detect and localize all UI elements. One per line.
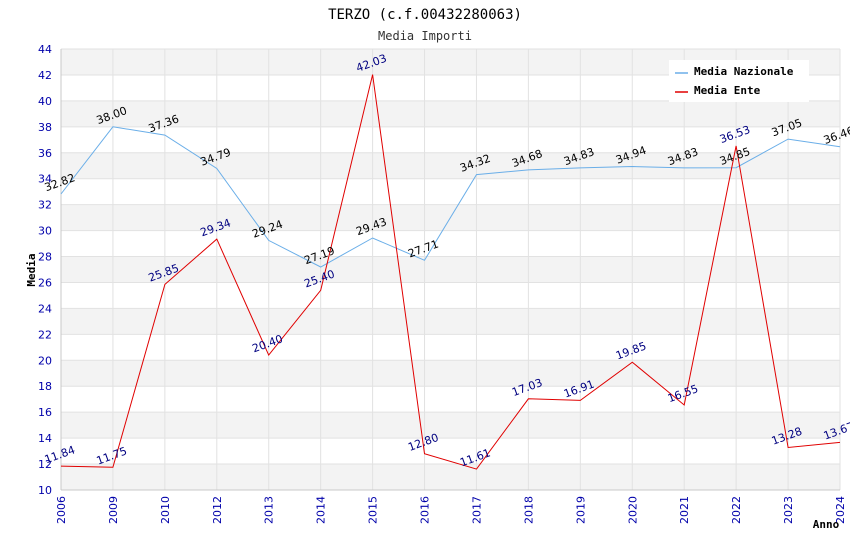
y-axis-ticks: 10 12 14 16 18 20 22 24 26 28 30 32 34 36 38 40 42 44 [38,43,52,497]
y-tick-label: 14 [38,432,52,445]
x-tick-label: 2013 [263,496,276,524]
grid-lines [60,48,841,491]
series-line-ente [60,74,841,470]
y-tick-label: 36 [38,147,52,160]
y-tick-label: 30 [38,225,52,238]
x-tick-label: 2021 [678,496,691,524]
y-tick-label: 34 [38,173,52,186]
y-tick-label: 44 [38,43,52,56]
y-tick-label: 18 [38,380,52,393]
legend-label-nazionale: Media Nazionale [694,65,794,78]
y-tick-label: 12 [38,458,52,471]
data-label-ente: 19.85 [614,339,648,362]
x-axis-label: Anno [813,518,840,531]
y-tick-label: 24 [38,302,52,315]
grid-band [61,360,840,387]
grid-band [61,256,840,283]
data-label-nazionale: 36.46 [822,124,850,147]
grid-band [61,152,840,179]
x-tick-label: 2009 [107,496,120,524]
x-tick-label: 2016 [419,496,432,524]
x-tick-label: 2018 [522,496,535,524]
x-tick-label: 2006 [55,496,68,524]
legend: Media Nazionale Media Ente [669,60,809,102]
series-lines [60,74,841,470]
grid-band [61,308,840,335]
x-tick-label: 2012 [211,496,224,524]
y-tick-label: 20 [38,354,52,367]
grid-band [61,464,840,490]
legend-box [669,60,809,102]
x-tick-label: 2023 [782,496,795,524]
y-tick-label: 32 [38,199,52,212]
x-tick-label: 2024 [834,496,847,524]
x-tick-label: 2022 [730,496,743,524]
y-tick-label: 38 [38,121,52,134]
x-tick-label: 2014 [315,496,328,524]
y-tick-label: 10 [38,484,52,497]
y-tick-label: 40 [38,95,52,108]
y-tick-label: 22 [38,328,52,341]
x-tick-label: 2010 [159,496,172,524]
x-tick-label: 2015 [367,496,380,524]
y-tick-label: 28 [38,251,52,264]
series-line-nazionale [60,126,841,268]
grid-bands [61,49,840,490]
grid-band [61,412,840,439]
y-axis-label: Media [25,253,38,286]
chart-title: TERZO (c.f.00432280063) [328,7,522,23]
x-tick-label: 2017 [470,496,483,524]
axes [60,49,840,491]
x-axis-ticks: 2006 2009 2010 2012 2013 2014 2015 2016 2017 2018… [55,496,847,524]
data-label-ente: 11.84 [43,443,77,466]
y-tick-label: 42 [38,69,52,82]
grid-band [61,100,840,127]
x-tick-label: 2020 [626,496,639,524]
x-tick-label: 2019 [574,496,587,524]
legend-label-ente: Media Ente [694,84,761,97]
y-tick-label: 16 [38,406,52,419]
y-tick-label: 26 [38,276,52,289]
chart-subtitle: Media Importi [378,29,472,43]
